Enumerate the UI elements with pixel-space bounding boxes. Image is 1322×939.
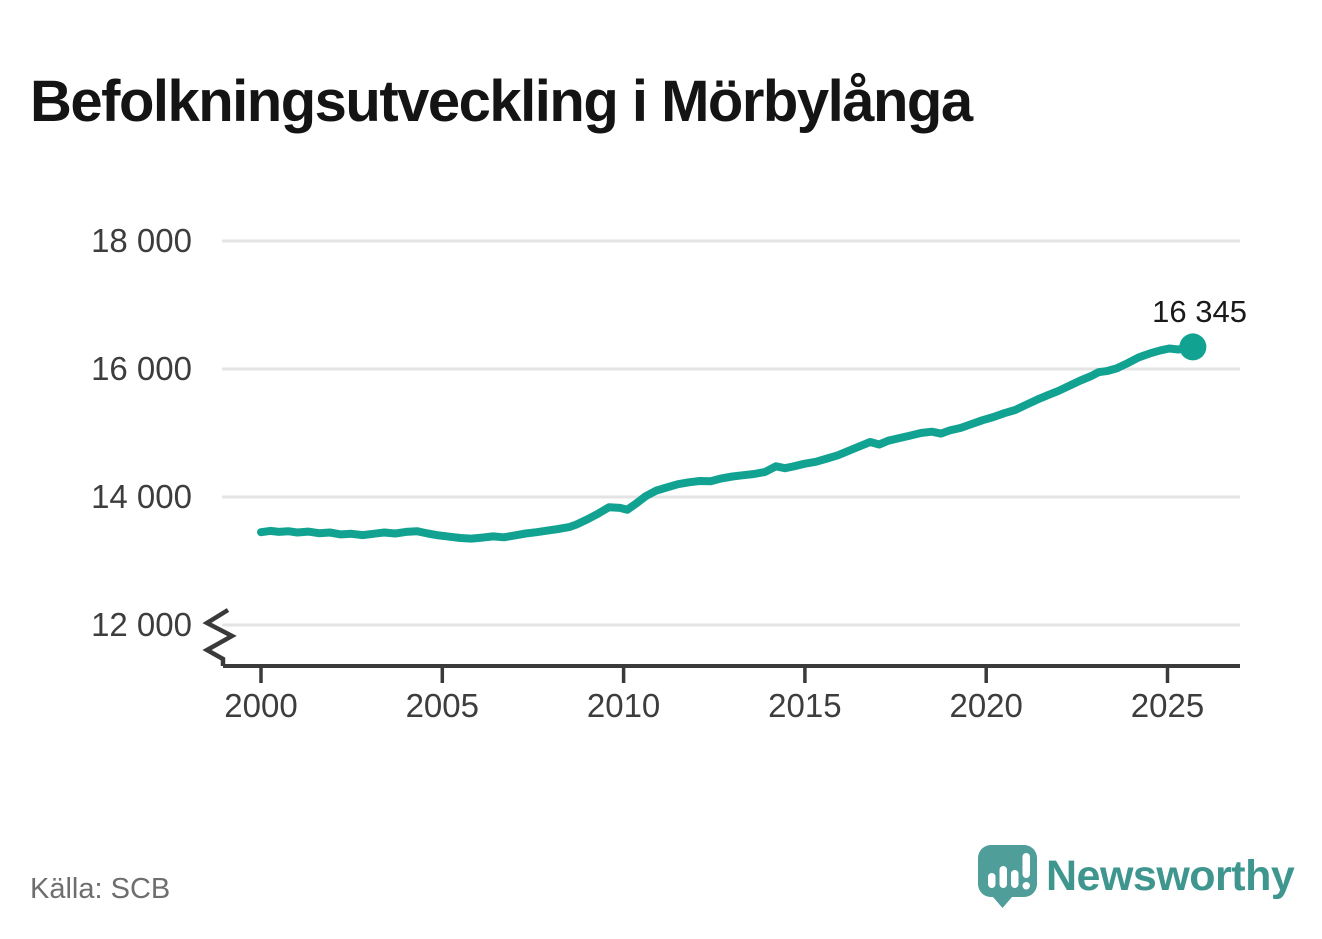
y-axis-break-zigzag xyxy=(202,608,237,666)
end-point-dot xyxy=(1179,333,1207,361)
population-line xyxy=(257,342,1197,543)
y-tick-label: 16 000 xyxy=(91,350,192,387)
end-value-label: 16 345 xyxy=(1152,294,1247,329)
newsworthy-logo[interactable]: Newsworthy xyxy=(978,845,1295,908)
x-tick-label: 2020 xyxy=(949,687,1023,724)
newsworthy-logo-text: Newsworthy xyxy=(1046,852,1295,900)
x-tick-label: 2015 xyxy=(768,687,842,724)
chart-title: Befolkningsutveckling i Mörbylånga xyxy=(30,68,973,134)
y-tick-label: 18 000 xyxy=(91,222,192,259)
x-tick-label: 2025 xyxy=(1130,687,1205,724)
y-tick-label: 12 000 xyxy=(91,606,192,643)
x-tick-label: 2005 xyxy=(405,687,479,724)
x-tick-label: 2010 xyxy=(586,687,661,724)
source-note: Källa: SCB xyxy=(30,873,171,905)
speech-bubble-bar-chart-icon xyxy=(978,845,1037,908)
y-tick-label: 14 000 xyxy=(91,478,192,515)
x-tick-label: 2000 xyxy=(224,687,298,724)
